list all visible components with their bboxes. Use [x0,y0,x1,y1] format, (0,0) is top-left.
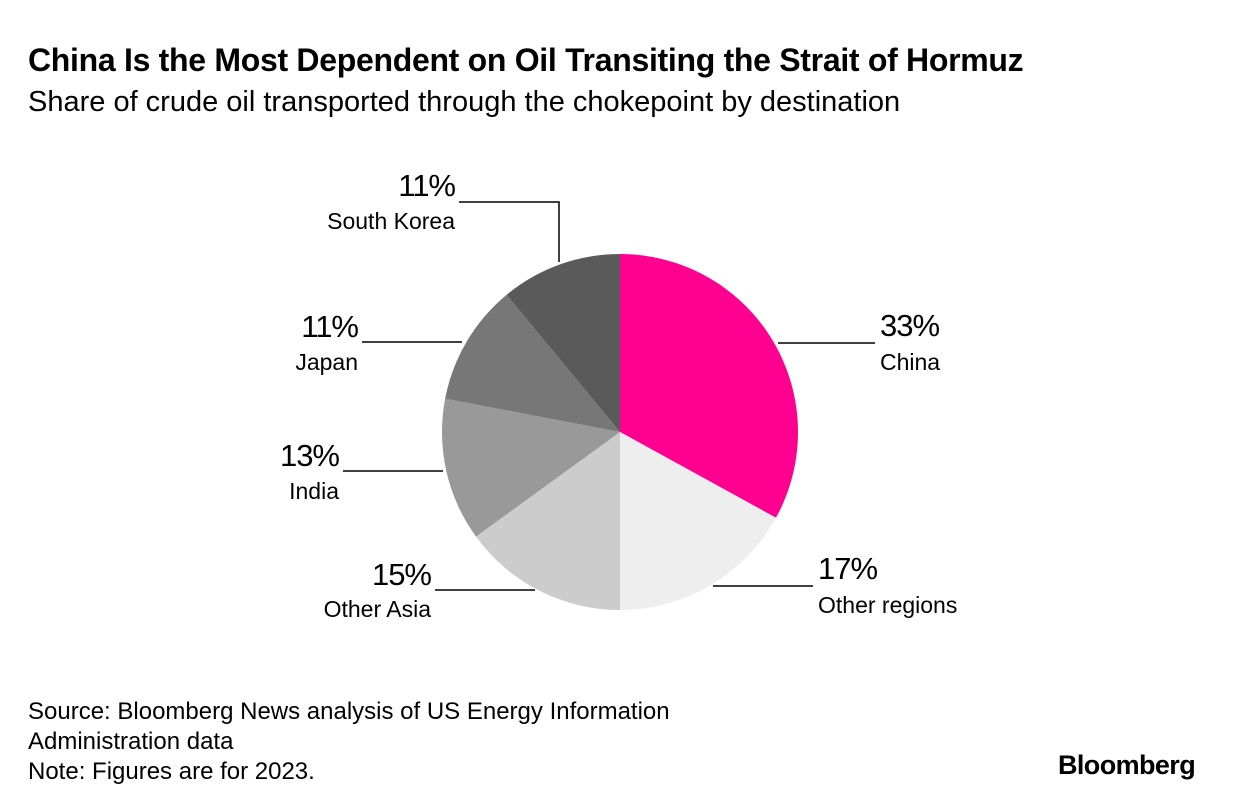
leader-line-south-korea [459,201,560,262]
pie-slice-india [441,398,620,537]
source-line-2: Administration data [28,728,234,755]
value-label-japan: 11% [301,309,358,344]
pie-slice-other-regions [620,432,776,610]
pie-slice-south-korea [506,254,620,432]
pie-slice-china [620,254,798,518]
category-label-japan: Japan [295,349,358,375]
pie-labels: 33% China 17% Other regions 15% Other Asia 13%… [280,168,957,622]
value-label-china: 33% [880,308,939,343]
category-label-other-regions: Other regions [818,592,957,618]
footer: Source: Bloomberg News analysis of US En… [28,697,670,787]
chart-subtitle: Share of crude oil transported through t… [28,86,901,118]
value-label-other-asia: 15% [372,557,431,592]
value-label-other-regions: 17% [818,551,877,586]
category-label-china: China [880,349,940,375]
pie-slice-other-asia [475,432,620,610]
category-label-india: India [289,478,339,504]
chart-title: China Is the Most Dependent on Oil Trans… [28,42,1024,78]
category-label-south-korea: South Korea [327,208,455,234]
source-line-1: Source: Bloomberg News analysis of US En… [28,698,670,725]
value-label-south-korea: 11% [398,168,455,203]
pie-slices [441,254,798,610]
pie-slice-japan [445,294,620,432]
bloomberg-logo: Bloomberg [1058,750,1196,780]
note: Note: Figures are for 2023. [28,758,315,785]
category-label-other-asia: Other Asia [324,596,432,622]
value-label-india: 13% [280,438,339,473]
